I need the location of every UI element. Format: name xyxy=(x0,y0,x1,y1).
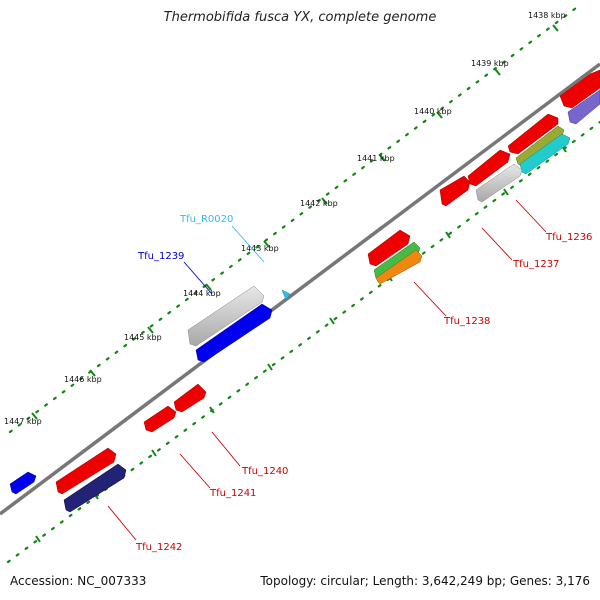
gene-cyan[interactable] xyxy=(519,133,571,175)
genome-summary-text: Topology: circular; Length: 3,642,249 bp… xyxy=(260,574,590,588)
tick-label: 1442 kbp xyxy=(300,199,338,208)
gene-red[interactable] xyxy=(507,113,559,155)
leader-line xyxy=(107,505,137,541)
tick-label: 1443 kbp xyxy=(241,244,279,253)
outer-major-tick xyxy=(205,283,212,291)
outer-major-tick xyxy=(147,326,154,334)
trna-marker[interactable] xyxy=(281,289,291,301)
outer-tick-ring xyxy=(8,6,578,434)
gene-red[interactable] xyxy=(55,447,117,495)
gene-grey[interactable] xyxy=(187,285,265,347)
gene-purple[interactable] xyxy=(567,89,600,125)
gene-label-tfu-1242[interactable]: Tfu_1242 xyxy=(135,542,182,553)
outer-major-tick xyxy=(89,369,96,377)
gene-red[interactable] xyxy=(367,229,411,267)
gene-red[interactable] xyxy=(559,69,600,109)
inner-major-tick xyxy=(209,406,215,414)
gene-label-tfu-1237[interactable]: Tfu_1237 xyxy=(512,259,559,270)
tick-label: 1440 kbp xyxy=(414,107,452,116)
tick-label: 1446 kbp xyxy=(64,375,102,384)
gene-blue[interactable] xyxy=(9,471,37,495)
inner-major-tick xyxy=(35,535,41,543)
tick-label: 1445 kbp xyxy=(124,333,162,342)
leader-line xyxy=(231,225,265,263)
gene-grey[interactable] xyxy=(475,163,523,203)
gene-orange[interactable] xyxy=(375,249,423,285)
gene-blue[interactable] xyxy=(195,303,273,363)
leader-line xyxy=(179,453,211,489)
tick-labels: 1438 kbp 1439 kbp 1440 kbp 1441 kbp 1442… xyxy=(4,11,566,426)
leader-line xyxy=(183,261,213,295)
inner-major-tick xyxy=(267,363,273,371)
gene-label-tfu-1236[interactable]: Tfu_1236 xyxy=(545,232,592,243)
gene-label-tfu-1241[interactable]: Tfu_1241 xyxy=(209,488,256,499)
outer-major-tick xyxy=(263,240,270,248)
inner-major-tick xyxy=(445,231,451,239)
leader-line xyxy=(515,199,547,233)
inner-major-tick xyxy=(329,317,335,325)
outer-major-tick xyxy=(494,68,501,76)
outer-major-tick xyxy=(379,154,386,162)
gene-red[interactable] xyxy=(173,383,207,413)
tick-label: 1441 kbp xyxy=(357,154,395,163)
inner-major-tick xyxy=(151,449,157,457)
gene-navy[interactable] xyxy=(63,463,127,513)
accession-text: Accession: NC_007333 xyxy=(10,574,147,588)
gene-red[interactable] xyxy=(439,175,471,207)
genes-forward xyxy=(9,69,600,495)
gene-label-tfu-1238[interactable]: Tfu_1238 xyxy=(443,316,490,327)
leader-line xyxy=(413,281,447,317)
label-leaders xyxy=(107,199,547,541)
gene-red[interactable] xyxy=(467,149,511,187)
tick-label: 1444 kbp xyxy=(183,289,221,298)
gene-red[interactable] xyxy=(143,405,177,433)
map-title: Thermobifida fusca YX, complete genome xyxy=(163,10,437,25)
outer-major-ticks xyxy=(31,24,559,420)
outer-major-tick xyxy=(552,24,559,32)
gene-labels: Tfu_R0020 Tfu_1239 Tfu_1236 Tfu_1237 Tfu… xyxy=(135,214,592,553)
gene-label-tfu-r0020[interactable]: Tfu_R0020 xyxy=(179,214,233,225)
inner-major-tick xyxy=(503,188,509,196)
genome-backbone xyxy=(0,62,600,516)
tick-label: 1447 kbp xyxy=(4,417,42,426)
genes-reverse xyxy=(63,89,600,513)
outer-major-tick xyxy=(321,197,328,205)
gene-label-tfu-1239[interactable]: Tfu_1239 xyxy=(137,251,184,262)
tick-label: 1439 kbp xyxy=(471,59,509,68)
outer-major-tick xyxy=(436,111,443,119)
tick-label: 1438 kbp xyxy=(528,11,566,20)
leader-line xyxy=(211,431,241,467)
gene-label-tfu-1240[interactable]: Tfu_1240 xyxy=(241,466,288,477)
outer-major-tick xyxy=(31,412,38,420)
leader-line xyxy=(481,227,513,261)
